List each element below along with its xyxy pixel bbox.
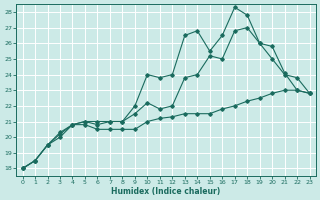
X-axis label: Humidex (Indice chaleur): Humidex (Indice chaleur): [111, 187, 221, 196]
